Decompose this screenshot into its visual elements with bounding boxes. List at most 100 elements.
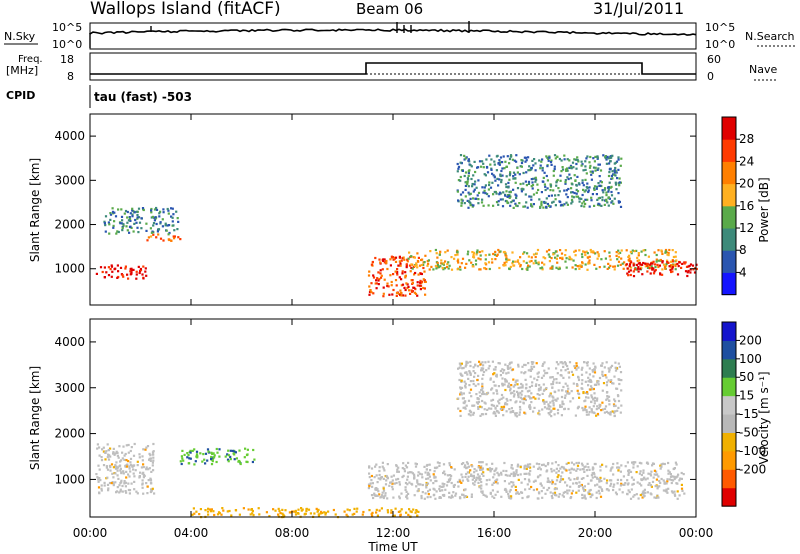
scatter-cell: [490, 158, 493, 161]
scatter-cell: [471, 475, 474, 478]
scatter-cell: [504, 160, 507, 163]
scatter-cell: [524, 378, 527, 381]
scatter-cell: [522, 188, 525, 191]
scatter-cell: [414, 462, 417, 465]
scatter-cell: [572, 196, 575, 199]
colorbar-tick-label: 4: [739, 265, 747, 279]
scatter-cell: [417, 260, 420, 263]
scatter-cell: [121, 484, 124, 488]
scatter-cell: [549, 184, 553, 187]
scatter-cell: [479, 414, 482, 417]
scatter-cell: [543, 171, 546, 174]
scatter-cell: [186, 456, 189, 459]
scatter-cell: [520, 481, 523, 484]
scatter-cell: [149, 479, 153, 482]
scatter-cell: [563, 158, 566, 161]
scatter-cell: [135, 273, 138, 276]
scatter-cell: [691, 264, 695, 267]
scatter-cell: [149, 477, 152, 480]
scatter-cell: [549, 267, 552, 270]
scatter-cell: [505, 258, 508, 261]
scatter-cell: [504, 194, 507, 197]
scatter-cell: [591, 170, 594, 173]
scatter-cell: [115, 491, 118, 494]
scatter-cell: [466, 471, 469, 474]
scatter-cell: [457, 485, 460, 488]
scatter-cell: [408, 508, 411, 511]
scatter-cell: [527, 264, 530, 267]
scatter-cell: [466, 361, 469, 364]
scatter-cell: [469, 380, 472, 383]
colorbar-segment: [722, 139, 736, 162]
scatter-cell: [554, 256, 557, 259]
scatter-cell: [525, 171, 528, 174]
scatter-cell: [390, 255, 393, 258]
scatter-cell: [224, 455, 227, 458]
scatter-cell: [103, 266, 106, 269]
scatter-cell: [510, 384, 513, 387]
scatter-cell: [576, 156, 579, 159]
scatter-cell: [159, 210, 162, 213]
scatter-cell: [482, 493, 485, 496]
scatter-cell: [597, 407, 600, 410]
scatter-cell: [576, 265, 579, 268]
scatter-cell: [515, 154, 518, 157]
scatter-cell: [505, 379, 508, 382]
scatter-cell: [681, 262, 684, 265]
scatter-cell: [613, 411, 616, 414]
scatter-cell: [395, 291, 399, 295]
scatter-cell: [505, 165, 508, 168]
noise-right-tick-top: 10^5: [705, 21, 735, 34]
scatter-cell: [134, 469, 137, 472]
scatter-cell: [569, 471, 572, 474]
scatter-cell: [490, 399, 493, 402]
scatter-cell: [609, 264, 612, 267]
scatter-cell: [549, 401, 552, 404]
scatter-cell: [683, 492, 686, 495]
scatter-cell: [193, 463, 196, 466]
scatter-cell: [512, 395, 516, 398]
scatter-cell: [566, 203, 569, 206]
scatter-cell: [544, 372, 547, 375]
scatter-cell: [106, 483, 110, 486]
scatter-cell: [398, 495, 401, 498]
scatter-cell: [477, 406, 480, 409]
scatter-cell: [305, 509, 308, 513]
scatter-cell: [101, 448, 104, 451]
scatter-cell: [373, 492, 376, 495]
scatter-cell: [544, 201, 547, 204]
scatter-cell: [436, 461, 439, 464]
scatter-cell: [484, 258, 487, 261]
scatter-cell: [540, 376, 544, 379]
scatter-cell: [221, 507, 224, 510]
scatter-cell: [636, 267, 639, 270]
scatter-cell: [586, 392, 589, 395]
scatter-cell: [661, 462, 664, 465]
scatter-cell: [619, 484, 622, 487]
scatter-cell: [612, 488, 615, 492]
scatter-cell: [426, 264, 429, 267]
scatter-cell: [494, 258, 497, 261]
scatter-cell: [517, 392, 520, 395]
scatter-cell: [509, 389, 512, 392]
scatter-cell: [158, 212, 161, 215]
scatter-cell: [525, 383, 528, 386]
scatter-cell: [637, 262, 640, 265]
scatter-cell: [538, 492, 541, 495]
scatter-cell: [142, 208, 145, 211]
scatter-cell: [673, 477, 676, 481]
scatter-cell: [453, 257, 456, 260]
scatter-cell: [527, 156, 530, 159]
scatter-cell: [498, 161, 502, 164]
scatter-cell: [666, 253, 669, 256]
scatter-cell: [234, 509, 238, 512]
scatter-cell: [121, 274, 124, 277]
scatter-cell: [568, 173, 571, 176]
scatter-cell: [630, 266, 633, 269]
scatter-cell: [584, 465, 587, 468]
scatter-cell: [671, 249, 674, 252]
scatter-cell: [474, 259, 478, 262]
scatter-cell: [609, 258, 612, 261]
scatter-cell: [583, 485, 586, 488]
scatter-cell: [617, 200, 620, 203]
